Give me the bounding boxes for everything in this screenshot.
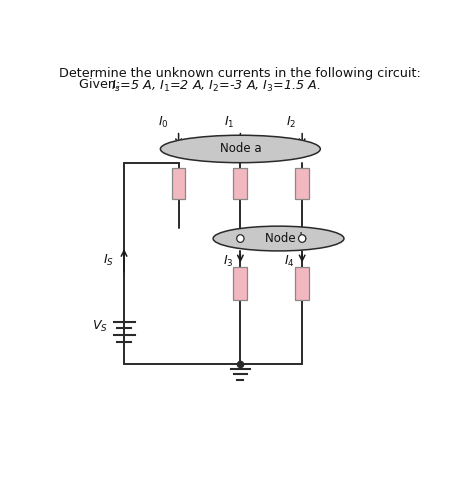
Bar <box>172 168 185 198</box>
Text: $I_1$: $I_1$ <box>225 115 235 130</box>
Text: Node a: Node a <box>219 143 261 155</box>
Circle shape <box>237 235 244 243</box>
Text: $I_0$: $I_0$ <box>158 115 168 130</box>
Ellipse shape <box>160 135 320 163</box>
Bar <box>295 267 309 299</box>
Bar <box>295 168 309 198</box>
Text: $I_3$: $I_3$ <box>222 254 233 269</box>
Text: Given:: Given: <box>79 78 124 92</box>
Circle shape <box>299 235 306 243</box>
Text: $V_S$: $V_S$ <box>92 319 108 334</box>
Text: Node b: Node b <box>265 232 307 245</box>
Text: Determine the unknown currents in the following circuit:: Determine the unknown currents in the fo… <box>60 67 421 80</box>
Bar <box>234 267 247 299</box>
Text: $I_4$: $I_4$ <box>284 254 295 269</box>
Ellipse shape <box>213 226 344 251</box>
Text: $I_2$: $I_2$ <box>287 115 297 130</box>
Text: $I_s$=5 A, $I_1$=2 A, $I_2$=-3 A, $I_3$=1.5 A.: $I_s$=5 A, $I_1$=2 A, $I_2$=-3 A, $I_3$=… <box>111 78 321 94</box>
Text: $I_S$: $I_S$ <box>103 253 114 268</box>
Bar <box>234 168 247 198</box>
